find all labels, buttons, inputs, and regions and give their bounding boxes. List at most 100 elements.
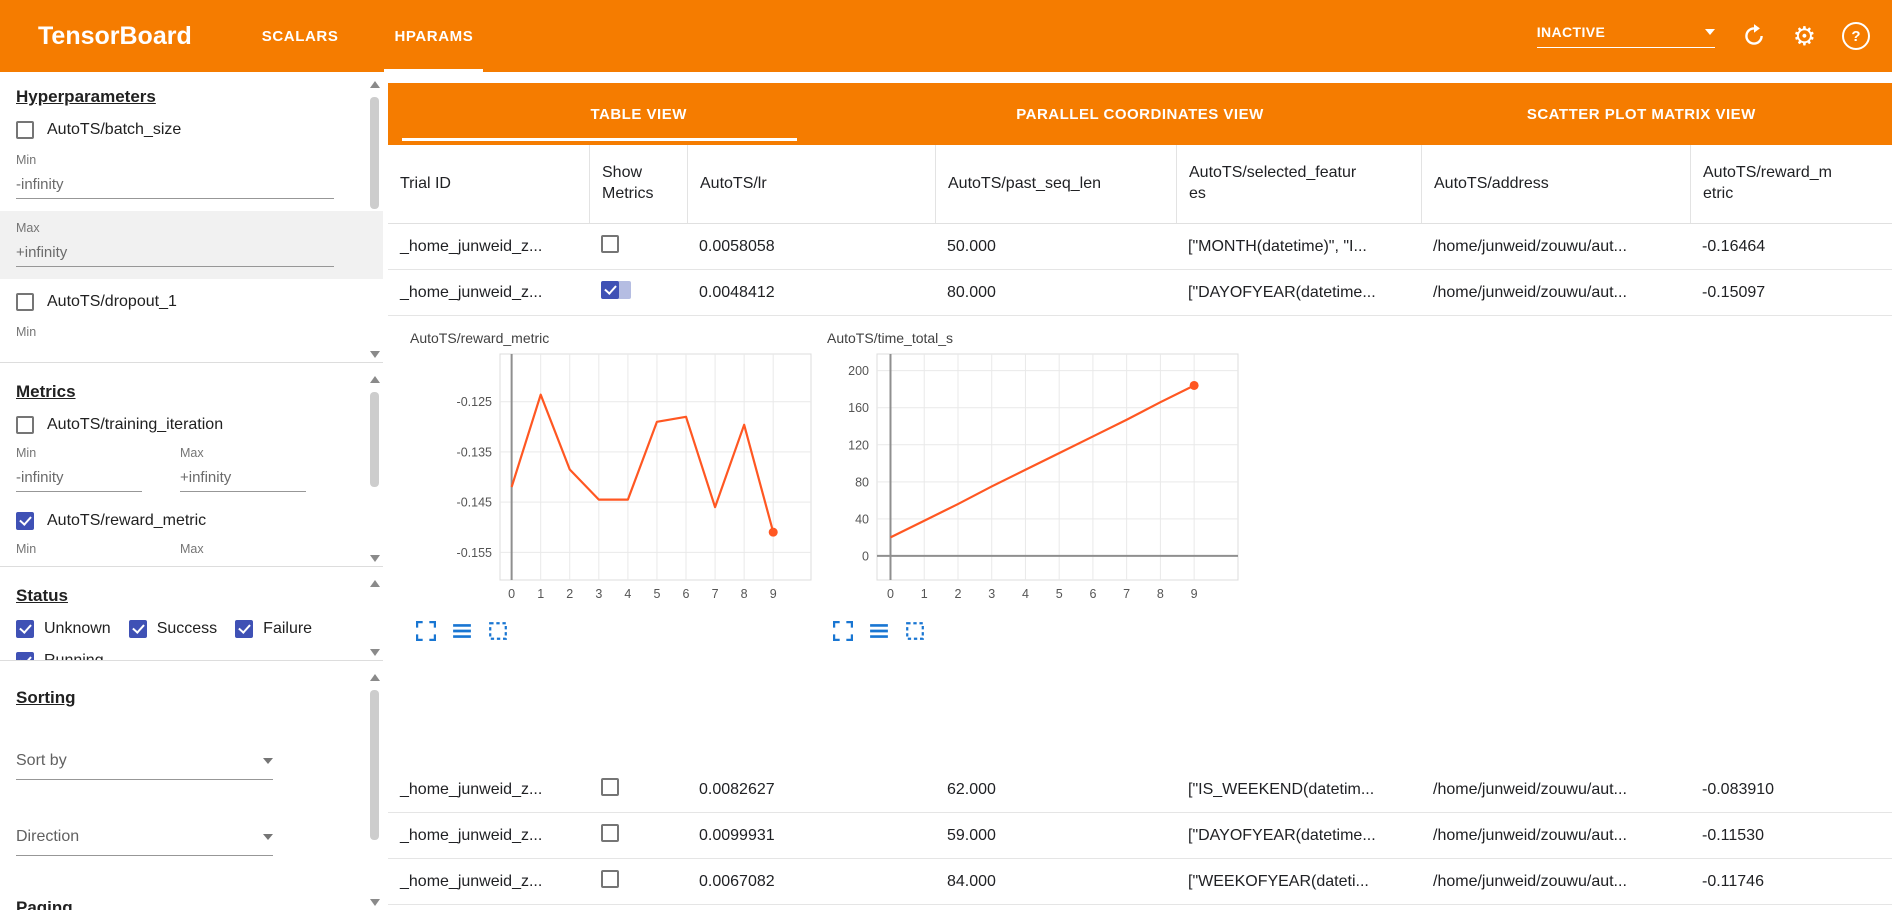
reward-metric-cell: -0.083910 — [1690, 781, 1889, 799]
scrollbar-thumb[interactable] — [370, 690, 379, 840]
tab-hparams[interactable]: HPARAMS — [366, 0, 501, 72]
selected-features-cell: ["DAYOFYEAR(datetime... — [1176, 827, 1421, 845]
show-metrics-checkbox[interactable] — [601, 235, 619, 253]
svg-text:1: 1 — [537, 587, 544, 601]
scrollbar-thumb[interactable] — [370, 392, 379, 487]
min-input[interactable]: -infinity — [16, 176, 334, 199]
scroll-up-arrow[interactable] — [370, 376, 380, 383]
table-rows-bottom: _home_junweid_z...0.008262762.000["IS_WE… — [388, 767, 1892, 905]
max-input[interactable]: +infinity — [180, 469, 306, 492]
view-tabs: TABLE VIEW PARALLEL COORDINATES VIEW SCA… — [388, 83, 1892, 145]
expand-chart-icon[interactable] — [833, 621, 853, 641]
help-icon[interactable]: ? — [1842, 22, 1870, 50]
app-header: TensorBoard SCALARS HPARAMS INACTIVE ⚙ ? — [0, 0, 1892, 72]
header-actions: INACTIVE ⚙ ? — [1537, 22, 1892, 50]
past-seq-len-cell: 59.000 — [935, 827, 1176, 845]
tab-table-view[interactable]: TABLE VIEW — [388, 83, 889, 145]
scroll-down-arrow[interactable] — [370, 649, 380, 656]
data-table-icon[interactable] — [869, 621, 889, 641]
dropout-min-field: Min — [0, 315, 383, 360]
expanded-metrics-section: AutoTS/reward_metric -0.125-0.135-0.145-… — [388, 316, 1892, 767]
content-area: Hyperparameters AutoTS/batch_size Min -i… — [0, 72, 1892, 911]
failure-checkbox[interactable] — [235, 620, 253, 638]
batch-size-checkbox[interactable] — [16, 121, 34, 139]
svg-text:0: 0 — [887, 587, 894, 601]
scroll-down-arrow[interactable] — [370, 351, 380, 358]
sort-by-dropdown[interactable]: Sort by — [16, 752, 273, 780]
column-header-address: AutoTS/address — [1421, 145, 1690, 223]
refresh-icon[interactable] — [1741, 23, 1767, 49]
table-row[interactable]: _home_junweid_z...0.009993159.000["DAYOF… — [388, 813, 1892, 859]
scroll-down-arrow[interactable] — [370, 555, 380, 562]
reward-metric-cell: -0.16464 — [1690, 238, 1889, 256]
run-status-dropdown[interactable]: INACTIVE — [1537, 24, 1715, 48]
scrollbar[interactable] — [368, 672, 381, 908]
max-input[interactable]: +infinity — [16, 244, 334, 267]
address-cell: /home/junweid/zouwu/aut... — [1421, 238, 1690, 256]
tab-scalars[interactable]: SCALARS — [234, 0, 367, 72]
main-nav: SCALARS HPARAMS — [234, 0, 502, 72]
min-input[interactable]: -infinity — [16, 469, 142, 492]
running-checkbox[interactable] — [16, 652, 34, 661]
address-cell: /home/junweid/zouwu/aut... — [1421, 873, 1690, 891]
svg-text:5: 5 — [653, 587, 660, 601]
tab-scatter-plot-matrix-view[interactable]: SCATTER PLOT MATRIX VIEW — [1391, 83, 1892, 145]
success-checkbox[interactable] — [129, 620, 147, 638]
scrollbar[interactable] — [368, 79, 381, 360]
tab-parallel-coordinates-view[interactable]: PARALLEL COORDINATES VIEW — [889, 83, 1390, 145]
unknown-checkbox[interactable] — [16, 620, 34, 638]
svg-text:-0.125: -0.125 — [457, 395, 492, 409]
training-iteration-checkbox[interactable] — [16, 416, 34, 434]
data-table-icon[interactable] — [452, 621, 472, 641]
scrollbar[interactable] — [368, 578, 381, 658]
table-row[interactable]: _home_junweid_z...0.008262762.000["IS_WE… — [388, 767, 1892, 813]
scroll-up-arrow[interactable] — [370, 580, 380, 587]
svg-text:0: 0 — [508, 587, 515, 601]
show-metrics-checkbox[interactable] — [601, 870, 619, 888]
scrollbar-thumb[interactable] — [370, 97, 379, 209]
table-row[interactable]: _home_junweid_z...0.006708284.000["WEEKO… — [388, 859, 1892, 905]
status-running: Running — [16, 652, 104, 661]
past-seq-len-cell: 50.000 — [935, 238, 1176, 256]
settings-icon[interactable]: ⚙ — [1793, 23, 1816, 49]
reward-metric-line-chart[interactable]: -0.125-0.135-0.145-0.1550123456789 — [410, 348, 823, 608]
table-row[interactable]: _home_junweid_z...0.005805850.000["MONTH… — [388, 224, 1892, 270]
reset-zoom-icon[interactable] — [905, 621, 925, 641]
show-metrics-checkbox[interactable] — [601, 778, 619, 796]
scroll-up-arrow[interactable] — [370, 81, 380, 88]
metric-training-iteration-row: AutoTS/training_iteration — [0, 402, 383, 438]
svg-text:7: 7 — [712, 587, 719, 601]
lr-cell: 0.0048412 — [687, 284, 935, 302]
lr-cell: 0.0058058 — [687, 238, 935, 256]
sorting-title: Sorting — [0, 670, 383, 708]
dropout-checkbox[interactable] — [16, 293, 34, 311]
scrollbar[interactable] — [368, 374, 381, 564]
show-metrics-checkbox[interactable] — [601, 281, 619, 299]
max-label: Max — [16, 221, 367, 235]
scroll-up-arrow[interactable] — [370, 674, 380, 681]
min-label: Min — [16, 446, 180, 460]
svg-text:-0.145: -0.145 — [457, 496, 492, 510]
show-metrics-checkbox[interactable] — [601, 824, 619, 842]
hparam-dropout-row: AutoTS/dropout_1 — [0, 279, 383, 315]
column-header-reward-metric: AutoTS/reward_metric — [1690, 145, 1889, 223]
reward-metric-minmax: Min Max — [0, 534, 383, 567]
table-row[interactable]: _home_junweid_z...0.004841280.000["DAYOF… — [388, 270, 1892, 316]
reward-metric-cell: -0.11530 — [1690, 827, 1889, 845]
run-status-value: INACTIVE — [1537, 24, 1606, 40]
time-total-line-chart[interactable]: 040801201602000123456789 — [827, 348, 1250, 608]
status-failure: Failure — [235, 620, 312, 638]
main-area: TABLE VIEW PARALLEL COORDINATES VIEW SCA… — [388, 72, 1892, 911]
hyperparameters-panel: Hyperparameters AutoTS/batch_size Min -i… — [0, 77, 383, 363]
status-title: Status — [0, 576, 383, 606]
direction-dropdown[interactable]: Direction — [16, 828, 273, 856]
svg-text:3: 3 — [595, 587, 602, 601]
expand-chart-icon[interactable] — [416, 621, 436, 641]
scroll-down-arrow[interactable] — [370, 899, 380, 906]
status-unknown: Unknown — [16, 620, 111, 638]
reward-metric-checkbox[interactable] — [16, 512, 34, 530]
trial-id-cell: _home_junweid_z... — [388, 781, 589, 799]
reset-zoom-icon[interactable] — [488, 621, 508, 641]
svg-text:2: 2 — [954, 587, 961, 601]
svg-text:4: 4 — [1022, 587, 1029, 601]
